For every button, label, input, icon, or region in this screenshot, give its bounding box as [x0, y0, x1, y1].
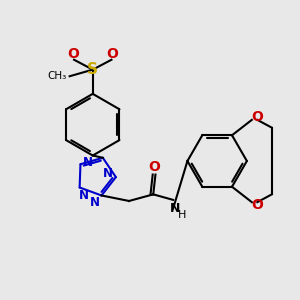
Text: N: N: [170, 202, 181, 215]
Text: O: O: [67, 47, 79, 61]
Text: CH₃: CH₃: [47, 71, 66, 81]
Text: O: O: [251, 199, 263, 212]
Text: O: O: [148, 160, 160, 174]
Text: N: N: [79, 189, 89, 202]
Text: N: N: [90, 196, 100, 208]
Text: H: H: [178, 210, 186, 220]
Text: S: S: [87, 62, 98, 77]
Text: O: O: [106, 47, 119, 61]
Text: N: N: [103, 167, 113, 180]
Text: O: O: [251, 110, 263, 124]
Text: N: N: [83, 155, 93, 169]
